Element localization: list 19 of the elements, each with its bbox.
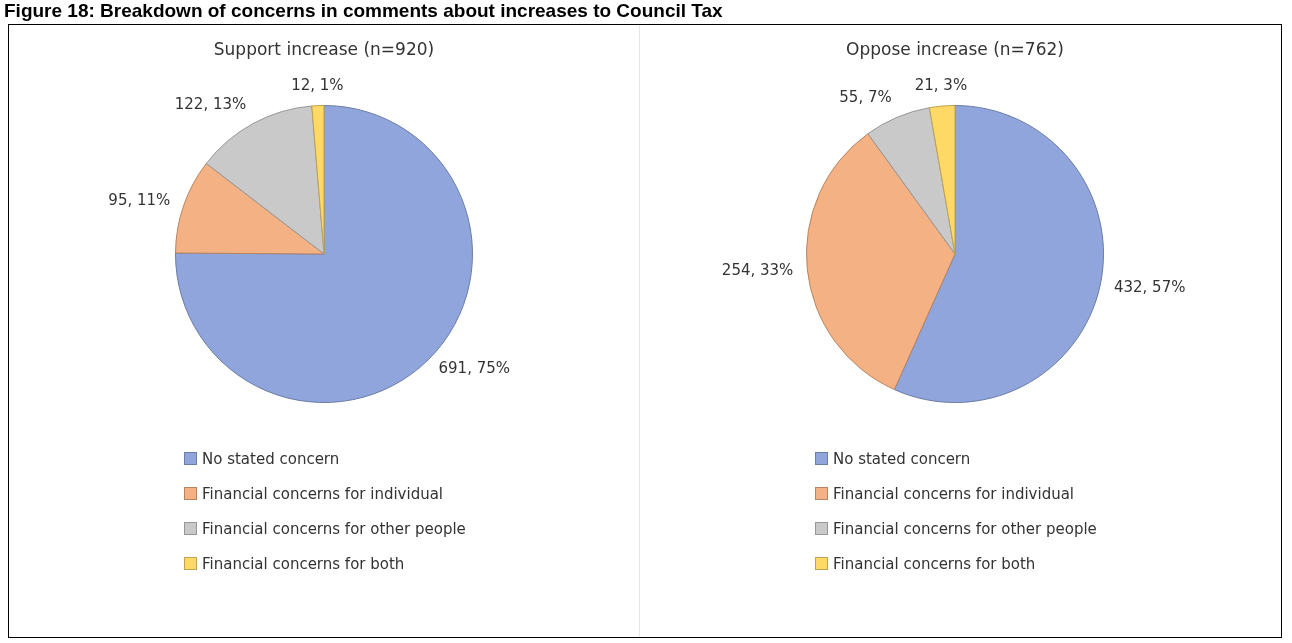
data-label: 122, 13% [174, 95, 247, 114]
caption: Figure 18: Breakdown of concerns in comments about increases to Council Tax [4, 0, 723, 22]
data-label: 432, 57% [1113, 277, 1186, 296]
legend-label: Financial concerns for individual [202, 484, 444, 503]
legend-label: Financial concerns for other people [202, 519, 466, 538]
data-label: 254, 33% [721, 260, 794, 279]
legend-label: No stated concern [833, 449, 971, 468]
data-label: 21, 3% [914, 76, 968, 94]
data-label: 95, 11% [108, 191, 171, 210]
data-label: 691, 75% [438, 359, 511, 378]
legend-label: No stated concern [202, 449, 340, 468]
chart-title: Oppose increase (n=762) [845, 39, 1065, 59]
legend-label: Financial concerns for individual [833, 484, 1075, 503]
legend-label: Financial concerns for other people [833, 519, 1097, 538]
chart-title: Support increase (n=920) [212, 39, 436, 59]
legend-label: Financial concerns for both [202, 554, 405, 573]
legend-label: Financial concerns for both [833, 554, 1036, 573]
data-label: 55, 7% [839, 88, 892, 107]
data-label: 12, 1% [291, 75, 344, 94]
